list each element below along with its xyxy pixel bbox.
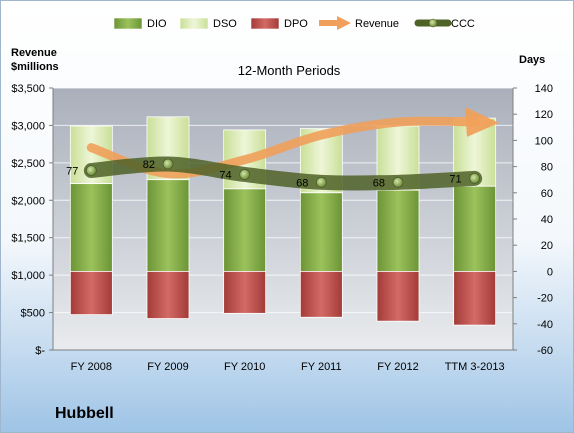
x-axis-tick-label: TTM 3-2013 [445,361,505,373]
bar-dpo [376,270,420,322]
left-axis-tick-label: $2,500 [11,158,45,170]
legend-label: DPO [284,18,308,30]
legend-label: DSO [213,18,237,30]
left-axis-tick-label: $2,000 [11,195,45,207]
bar-dio [299,192,343,272]
left-axis-tick-label: $3,000 [11,120,45,132]
right-axis-tick-label: 140 [535,83,553,95]
left-axis-tick-label: $1,500 [11,233,45,245]
left-axis-label-line2: $millions [11,61,59,73]
x-axis-tick-label: FY 2011 [301,361,342,373]
bar-dpo [69,270,113,316]
plot-area [53,88,513,350]
ccc-data-label: 77 [66,166,78,178]
ccc-data-label: 74 [219,169,231,181]
right-axis-tick-label: 60 [541,188,553,200]
bar-dpo [453,270,497,326]
x-axis-tick-label: FY 2012 [377,361,418,373]
bar-dio [69,183,113,272]
legend-swatch-dso [179,17,209,30]
legend-label: DIO [147,18,167,30]
x-axis-tick-label: FY 2008 [71,361,112,373]
ccc-marker [239,169,251,180]
ccc-marker [315,176,327,188]
ccc-data-label: 68 [373,177,385,189]
right-axis-tick-label: 40 [541,214,553,226]
x-axis-tick-label: FY 2009 [147,361,188,373]
left-axis-tick-label: $500 [21,308,45,320]
ccc-marker [85,165,97,176]
legend-swatch-ccc-marker [428,18,438,28]
revenue-arrowhead [465,106,499,137]
left-axis-tick-label: $1,000 [11,270,45,282]
right-axis-tick-label: 120 [535,109,553,121]
ccc-marker [469,172,481,184]
chart-title: 12-Month Periods [238,63,341,78]
right-axis-tick-label: -60 [537,345,553,357]
legend-label: CCC [451,18,475,30]
legend-label: Revenue [355,18,399,30]
right-axis-label: Days [519,54,545,66]
bar-dio [376,189,420,272]
ccc-data-label: 82 [143,159,155,171]
right-axis-tick-label: -40 [537,319,553,331]
legend-swatch-dio [113,17,143,30]
bar-dio [453,185,497,272]
right-axis-tick-label: 80 [541,162,553,174]
bar-dpo [223,270,267,314]
bar-dio [223,188,267,272]
ccc-line [83,156,483,191]
right-axis-tick-label: 20 [541,240,553,252]
bar-dio [146,179,190,272]
ccc-data-label: 71 [449,173,461,185]
bar-dpo [146,270,190,319]
bar-dpo [299,270,343,318]
right-axis-tick-label: 0 [547,266,553,278]
left-axis-tick-label: $- [35,345,45,357]
x-axis-tick-label: FY 2010 [224,361,265,373]
left-axis-tick-label: $3,500 [11,83,45,95]
legend-swatch-revenue-head [337,16,351,30]
ccc-data-label: 68 [296,177,308,189]
company-name: Hubbell [55,405,114,422]
ccc-marker [392,176,404,188]
right-axis-tick-label: 100 [535,135,553,147]
ccc-marker [162,158,174,170]
right-axis-tick-label: -20 [537,293,553,305]
left-axis-label-line1: Revenue [11,47,57,59]
legend-swatch-dpo [250,17,280,30]
